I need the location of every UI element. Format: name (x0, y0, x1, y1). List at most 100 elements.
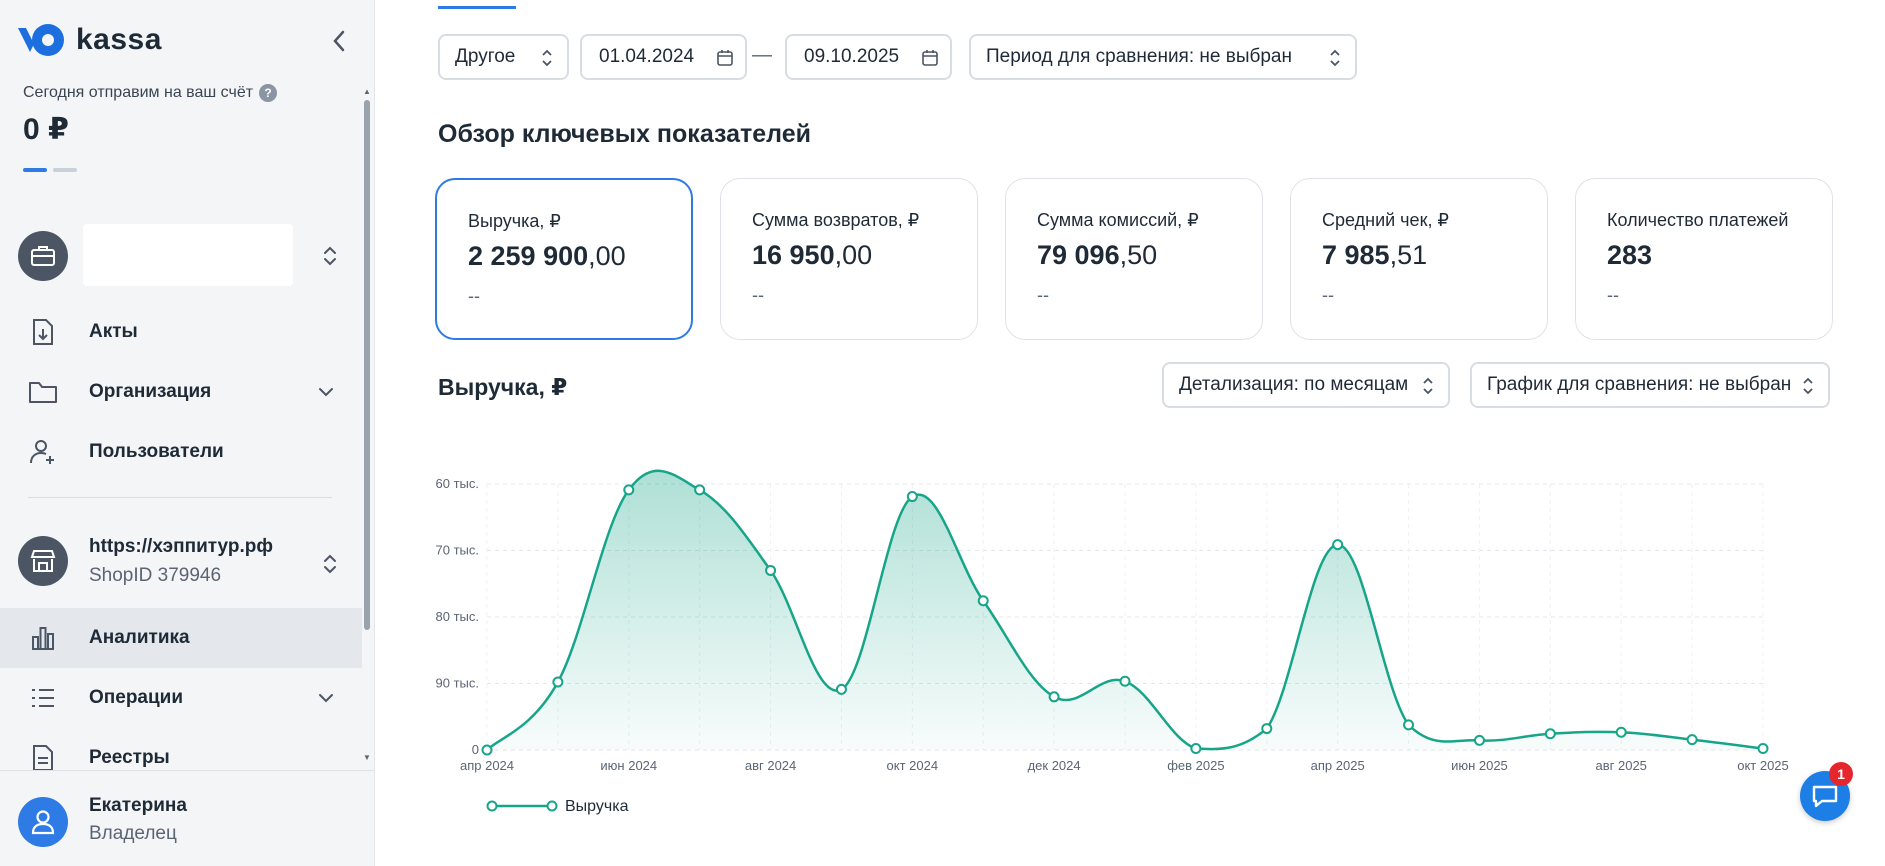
data-point (1757, 743, 1769, 755)
x-tick-label: июн 2025 (1451, 758, 1508, 773)
series-line (486, 469, 1764, 751)
sidebar-divider (28, 497, 332, 498)
detail-select[interactable]: Детализация: по месяцам (1162, 362, 1450, 408)
x-tick-label: окт 2025 (1737, 758, 1789, 773)
file-icon (28, 743, 58, 773)
data-point (1686, 734, 1698, 746)
kpi-value: 16 950,00 (752, 240, 872, 271)
y-tick-label: 270 тыс. (435, 543, 479, 558)
shop-switcher[interactable]: https://хэппитур.рф ShopID 379946 (18, 534, 348, 594)
data-point (1119, 675, 1131, 687)
collapse-sidebar-button[interactable] (324, 26, 354, 56)
compare-period-select[interactable]: Период для сравнения: не выбран (969, 34, 1357, 80)
kpi-label: Выручка, ₽ (468, 211, 561, 231)
date-range-separator: — (752, 44, 772, 66)
kpi-label: Сумма возвратов, ₽ (752, 210, 920, 230)
data-point (623, 484, 635, 496)
kpi-card-refunds[interactable]: Сумма возвратов, ₽ 16 950,00 -- (720, 178, 978, 340)
kpi-value-frac: ,50 (1119, 240, 1158, 270)
y-tick-label: 0 (472, 742, 479, 757)
organization-name-field[interactable] (83, 224, 293, 286)
scroll-down-arrow[interactable]: ▼ (363, 753, 371, 762)
kpi-value-int: 16 950 (752, 240, 835, 270)
date-from-value: 01.04.2024 (599, 46, 695, 67)
payout-label-text: Сегодня отправим на ваш счёт (23, 84, 254, 101)
date-from-input[interactable]: 01.04.2024 (580, 34, 747, 80)
kpi-label: Сумма комиссий, ₽ (1037, 210, 1199, 230)
revenue-chart-svg: 0 90 тыс. 180 тыс. 270 тыс. 360 тыс. апр 2024… (428, 469, 1789, 815)
kpi-value: 7 985,51 (1322, 240, 1427, 271)
organization-switcher[interactable] (18, 224, 348, 288)
chevron-down-icon[interactable] (316, 688, 336, 708)
kpi-card-commissions[interactable]: Сумма комиссий, ₽ 79 096,50 -- (1005, 178, 1263, 340)
legend-marker (486, 800, 498, 812)
kpi-card-revenue[interactable]: Выручка, ₽ 2 259 900,00 -- (435, 178, 693, 340)
nav-item-operations[interactable]: Операции (0, 668, 362, 728)
sidebar-scrollbar[interactable]: ▲ ▼ (363, 88, 371, 762)
compare-chart-value: График для сравнения: не выбран (1487, 374, 1792, 395)
nav-label-operations: Операции (89, 687, 184, 708)
user-profile[interactable]: Екатерина Владелец (0, 770, 374, 866)
kpi-delta: -- (1607, 285, 1619, 305)
scroll-thumb[interactable] (364, 100, 370, 630)
chevron-down-icon[interactable] (316, 382, 336, 402)
x-tick-label: апр 2024 (460, 758, 514, 773)
kpi-delta: -- (1037, 285, 1049, 305)
chevron-updown-icon[interactable] (320, 241, 340, 271)
data-point (1544, 728, 1556, 740)
list-icon (28, 683, 58, 713)
legend-label: Выручка (565, 798, 629, 815)
carousel-dot-1[interactable] (23, 168, 47, 172)
scroll-up-arrow[interactable]: ▲ (363, 87, 371, 96)
payout-value: 0 ₽ (23, 113, 69, 146)
x-tick-label: авг 2025 (1596, 758, 1647, 773)
y-tick-label: 90 тыс. (436, 676, 479, 691)
chevron-updown-icon[interactable] (320, 549, 340, 579)
logo[interactable]: kassa (18, 22, 162, 58)
kpi-value-frac: ,51 (1389, 240, 1428, 270)
chevron-updown-icon (537, 48, 557, 68)
data-point (552, 676, 564, 688)
nav-item-registries[interactable]: Реестры (0, 728, 362, 788)
nav-item-acts[interactable]: Акты (0, 302, 362, 362)
data-point (1615, 726, 1627, 738)
kpi-delta: -- (468, 286, 480, 306)
main-content: Другое 01.04.2024 — 09.10.2025 Период дл… (375, 0, 1885, 866)
data-point (906, 491, 918, 503)
kpi-value-int: 283 (1607, 240, 1653, 270)
date-to-value: 09.10.2025 (804, 46, 900, 67)
carousel-dot-2[interactable] (53, 168, 77, 172)
document-download-icon (28, 317, 58, 347)
user-name: Екатерина (89, 795, 187, 816)
shop-name: https://хэппитур.рф (89, 536, 273, 557)
kpi-value-frac: ,00 (588, 241, 626, 271)
nav-item-analytics[interactable]: Аналитика (0, 608, 362, 668)
x-tick-label: июн 2024 (600, 758, 657, 773)
data-point (1048, 691, 1060, 703)
kpi-value-int: 79 096 (1037, 240, 1120, 270)
help-icon[interactable]: ? (259, 84, 278, 102)
date-to-input[interactable]: 09.10.2025 (785, 34, 952, 80)
kpi-value-int: 7 985 (1322, 240, 1390, 270)
kpi-label: Количество платежей (1607, 210, 1789, 230)
period-select[interactable]: Другое (438, 34, 569, 80)
data-point (1261, 723, 1273, 735)
compare-chart-select[interactable]: График для сравнения: не выбран (1470, 362, 1830, 408)
kpi-card-average-check[interactable]: Средний чек, ₽ 7 985,51 -- (1290, 178, 1548, 340)
calendar-icon[interactable] (920, 48, 940, 68)
kpi-value: 2 259 900,00 (468, 241, 626, 272)
data-point (1403, 719, 1415, 731)
data-point (765, 564, 777, 576)
data-point (1473, 734, 1485, 746)
kpi-card-payments-count[interactable]: Количество платежей 283 -- (1575, 178, 1833, 340)
calendar-icon[interactable] (715, 48, 735, 68)
detail-select-value: Детализация: по месяцам (1179, 374, 1409, 395)
briefcase-icon (31, 246, 55, 266)
nav-item-users[interactable]: Пользователи (0, 422, 362, 482)
kpi-value-int: 2 259 900 (468, 241, 589, 271)
shop-id: ShopID 379946 (89, 565, 222, 586)
chevron-left-icon (333, 30, 345, 52)
user-icon (31, 810, 55, 835)
nav-item-organization[interactable]: Организация (0, 362, 362, 422)
